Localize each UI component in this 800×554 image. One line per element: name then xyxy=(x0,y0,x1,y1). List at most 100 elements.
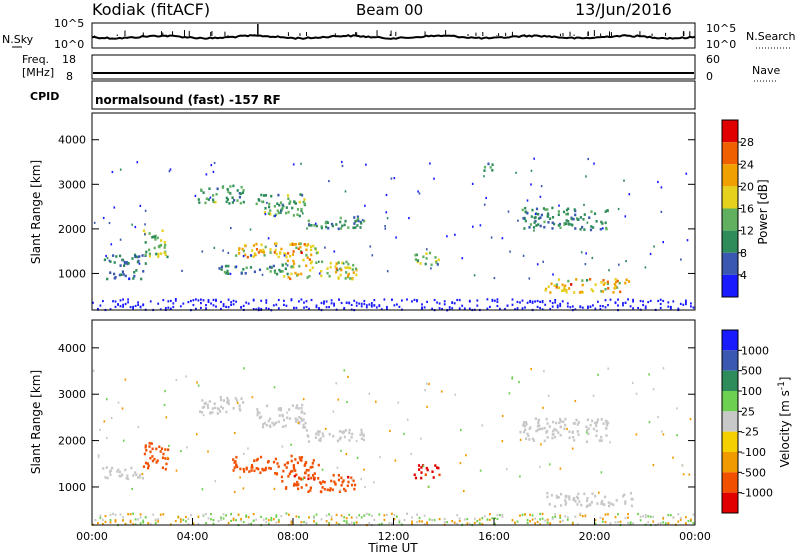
echo-cell xyxy=(340,268,343,272)
echo-cell xyxy=(583,203,585,206)
echo-cell xyxy=(243,452,245,455)
echo-cell xyxy=(235,455,238,459)
echo-cell xyxy=(250,254,252,257)
echo-cell xyxy=(161,466,164,469)
echo-cell xyxy=(245,266,248,270)
echo-cell xyxy=(250,522,253,525)
echo-cell xyxy=(144,253,147,257)
echo-cell xyxy=(285,211,288,215)
echo-cell xyxy=(110,243,113,246)
echo-cell xyxy=(586,279,589,282)
echo-cell xyxy=(535,207,539,211)
echo-cell xyxy=(602,279,605,282)
echo-cell xyxy=(537,212,540,216)
echo-cell xyxy=(342,479,345,482)
nsky-panel-frame xyxy=(91,22,696,49)
echo-cell xyxy=(292,163,295,166)
echo-cell xyxy=(526,199,529,202)
echo-cell xyxy=(139,513,142,516)
echo-cell xyxy=(308,258,311,261)
echo-cell xyxy=(274,472,277,475)
echo-cell xyxy=(565,212,568,216)
echo-cell xyxy=(302,426,305,429)
echo-cell xyxy=(604,306,607,309)
echo-cell xyxy=(384,225,386,228)
echo-cell xyxy=(212,522,215,525)
echo-cell xyxy=(134,523,137,526)
echo-cell xyxy=(138,475,141,479)
echo-cell xyxy=(242,200,245,204)
echo-cell xyxy=(127,298,129,301)
echo-cell xyxy=(209,196,212,199)
echo-cell xyxy=(617,298,619,301)
echo-cell xyxy=(602,305,604,308)
echo-cell xyxy=(235,254,238,257)
echo-cell xyxy=(572,217,575,221)
echo-cell xyxy=(486,518,489,521)
echo-cell xyxy=(192,522,195,525)
echo-cell xyxy=(581,283,584,287)
echo-cell xyxy=(270,516,273,520)
echo-cell xyxy=(279,270,282,273)
echo-cell xyxy=(232,517,235,520)
echo-cell xyxy=(179,520,182,523)
echo-cell xyxy=(458,519,461,523)
echo-cell xyxy=(302,418,305,421)
echo-cell xyxy=(536,424,539,428)
echo-cell xyxy=(576,503,579,506)
echo-cell xyxy=(352,263,355,267)
echo-cell xyxy=(252,244,256,247)
echo-cell xyxy=(581,515,584,518)
echo-cell xyxy=(395,236,397,239)
echo-cell xyxy=(562,210,566,214)
echo-cell xyxy=(144,233,146,236)
echo-cell xyxy=(598,491,600,494)
echo-cell xyxy=(320,490,323,494)
echo-cell xyxy=(514,521,516,524)
echo-cell xyxy=(589,423,592,427)
echo-cell xyxy=(491,517,494,520)
echo-cell xyxy=(416,513,418,516)
echo-cell xyxy=(285,255,288,259)
echo-cell xyxy=(267,237,270,240)
echo-cell xyxy=(118,470,121,474)
echo-cell xyxy=(446,235,448,238)
echo-cell xyxy=(293,262,296,266)
echo-cell xyxy=(164,390,166,393)
echo-cell xyxy=(319,437,322,440)
x-tick-label: 00:00 xyxy=(679,530,711,543)
echo-cell xyxy=(232,518,235,521)
nsky-label: N.Sky xyxy=(2,33,34,46)
echo-cell xyxy=(521,513,524,516)
echo-cell xyxy=(592,226,595,229)
echo-cell xyxy=(304,463,307,466)
echo-cell xyxy=(148,445,151,448)
echo-cell xyxy=(309,269,312,272)
echo-cell xyxy=(106,476,109,480)
echo-cell xyxy=(326,488,329,492)
echo-cell xyxy=(627,513,629,516)
echo-cell xyxy=(135,473,138,476)
echo-cell xyxy=(471,182,474,185)
echo-cell xyxy=(123,264,126,267)
echo-cell xyxy=(298,420,301,424)
echo-cell xyxy=(539,427,542,431)
echo-cell xyxy=(380,308,383,311)
echo-cell xyxy=(501,237,504,240)
echo-cell xyxy=(433,298,436,302)
echo-cell xyxy=(541,308,544,311)
echo-cell xyxy=(607,513,609,516)
echo-cell xyxy=(118,474,121,478)
echo-cell xyxy=(273,487,276,490)
echo-cell xyxy=(341,164,344,167)
echo-cell xyxy=(240,185,243,189)
echo-cell xyxy=(129,513,132,516)
echo-cell xyxy=(284,253,287,256)
echo-cell xyxy=(204,401,207,405)
echo-cell xyxy=(239,476,241,479)
echo-cell xyxy=(281,425,285,428)
echo-cell xyxy=(348,431,351,435)
echo-cell xyxy=(602,283,605,286)
echo-cell xyxy=(426,521,428,524)
echo-cell xyxy=(325,514,328,517)
